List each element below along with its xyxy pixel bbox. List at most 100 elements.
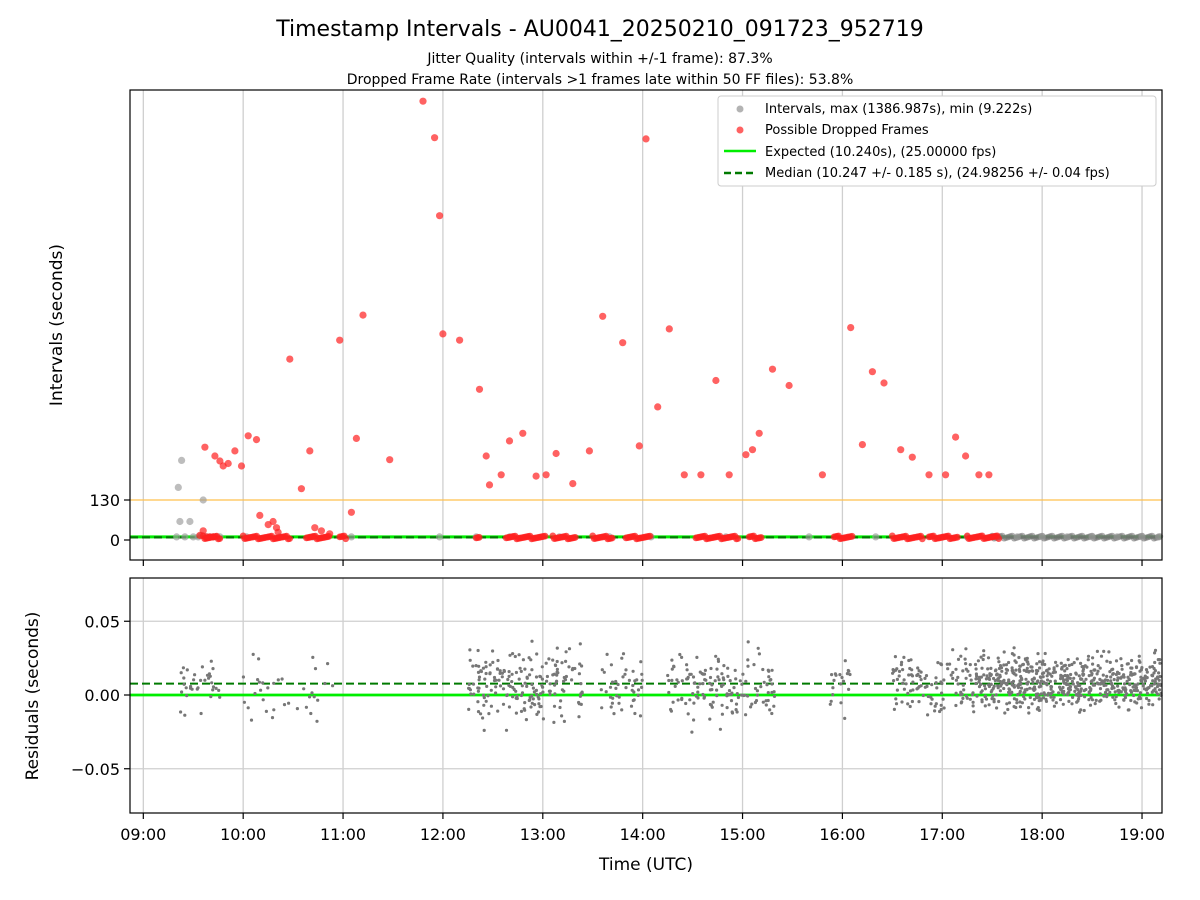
residual-point — [916, 666, 920, 670]
residual-point — [481, 716, 485, 720]
residual-point — [998, 689, 1003, 693]
residual-point — [602, 670, 606, 674]
residual-point — [495, 667, 500, 671]
residual-point — [830, 673, 834, 677]
residual-point — [505, 693, 509, 697]
residual-point — [1089, 669, 1093, 673]
residual-point — [577, 700, 581, 705]
residual-point — [1157, 688, 1162, 692]
residual-point — [766, 668, 770, 672]
residual-point — [1041, 696, 1046, 700]
residual-point — [578, 642, 582, 646]
residual-point — [1130, 666, 1134, 670]
residual-point — [762, 680, 766, 685]
residual-point — [939, 703, 943, 707]
residual-point — [832, 678, 836, 683]
residual-point — [843, 716, 847, 721]
residual-point — [757, 652, 762, 656]
residual-point — [1049, 685, 1053, 689]
residual-point — [563, 678, 568, 682]
residual-point — [528, 695, 532, 699]
residual-point — [1016, 685, 1021, 690]
residual-point — [968, 673, 972, 678]
bottom-y-tick-label: 0.00 — [84, 686, 120, 705]
residual-point — [476, 648, 480, 653]
residual-point — [671, 700, 675, 704]
dropped-frame-point — [818, 471, 827, 479]
residual-point — [540, 677, 545, 681]
residual-point — [467, 707, 471, 712]
interval-point — [1088, 533, 1096, 541]
residual-point — [483, 677, 487, 681]
residual-point — [1090, 679, 1094, 683]
residual-point — [1150, 684, 1154, 688]
residual-point — [1098, 687, 1103, 691]
residual-point — [1036, 669, 1040, 673]
x-tick-label: 11:00 — [320, 825, 366, 844]
bottom-y-tick-label: 0.05 — [84, 612, 120, 631]
top-y-tick-label: 130 — [89, 491, 120, 510]
residual-point — [1006, 707, 1010, 712]
residual-point — [210, 681, 214, 685]
residual-point — [1130, 658, 1134, 663]
residual-point — [1065, 674, 1070, 678]
residual-point — [1102, 683, 1106, 688]
residual-point — [482, 703, 486, 707]
dropped-frame-point — [336, 336, 344, 344]
residual-point — [690, 730, 694, 734]
residual-point — [484, 660, 488, 664]
residual-point — [545, 674, 550, 679]
residual-point — [996, 678, 1000, 683]
residual-point — [555, 667, 560, 672]
residual-point — [310, 691, 314, 695]
residual-point — [1024, 658, 1028, 662]
dropped-frame-point — [342, 535, 350, 543]
residual-point — [670, 678, 674, 683]
residual-point — [484, 671, 488, 676]
residual-point — [1089, 688, 1093, 693]
residual-point — [971, 700, 975, 704]
residual-point — [535, 712, 539, 717]
dropped-frame-point — [985, 471, 993, 479]
residual-point — [1063, 669, 1067, 673]
legend: Intervals, max (1386.987s), min (9.222s)… — [717, 95, 1157, 187]
residual-point — [1082, 680, 1086, 684]
residual-point — [1046, 671, 1050, 675]
residual-point — [523, 667, 527, 671]
residual-point — [538, 674, 542, 678]
residual-point — [1052, 666, 1056, 670]
dropped-frame-point — [954, 533, 961, 541]
residual-point — [1111, 672, 1115, 676]
residual-point — [1031, 680, 1035, 684]
residual-point — [979, 675, 984, 679]
residual-point — [980, 666, 984, 670]
residual-point — [1105, 674, 1109, 679]
residual-point — [1126, 662, 1130, 666]
residual-point — [179, 710, 183, 714]
residual-point — [738, 679, 742, 683]
residual-point — [1064, 678, 1069, 682]
residual-point — [1145, 696, 1149, 701]
dropped-frame-point — [858, 441, 867, 449]
residual-point — [834, 673, 838, 677]
residual-point — [939, 680, 943, 684]
residual-point — [203, 678, 207, 682]
residual-point — [1029, 665, 1033, 669]
residual-point — [1153, 651, 1157, 655]
residual-point — [1052, 695, 1056, 699]
residual-point — [1137, 659, 1141, 663]
residual-point — [996, 684, 1000, 688]
residual-point — [1131, 685, 1135, 689]
residual-point — [1066, 658, 1070, 662]
residual-point — [698, 670, 702, 674]
residual-point — [744, 713, 748, 717]
residual-point — [302, 687, 306, 691]
interval-point — [1063, 533, 1071, 541]
residual-point — [749, 705, 753, 709]
residual-point — [467, 682, 471, 687]
residual-point — [621, 675, 625, 679]
residual-point — [725, 706, 729, 710]
residual-point — [1071, 695, 1075, 700]
residual-point — [897, 674, 901, 678]
residual-point — [736, 695, 741, 700]
